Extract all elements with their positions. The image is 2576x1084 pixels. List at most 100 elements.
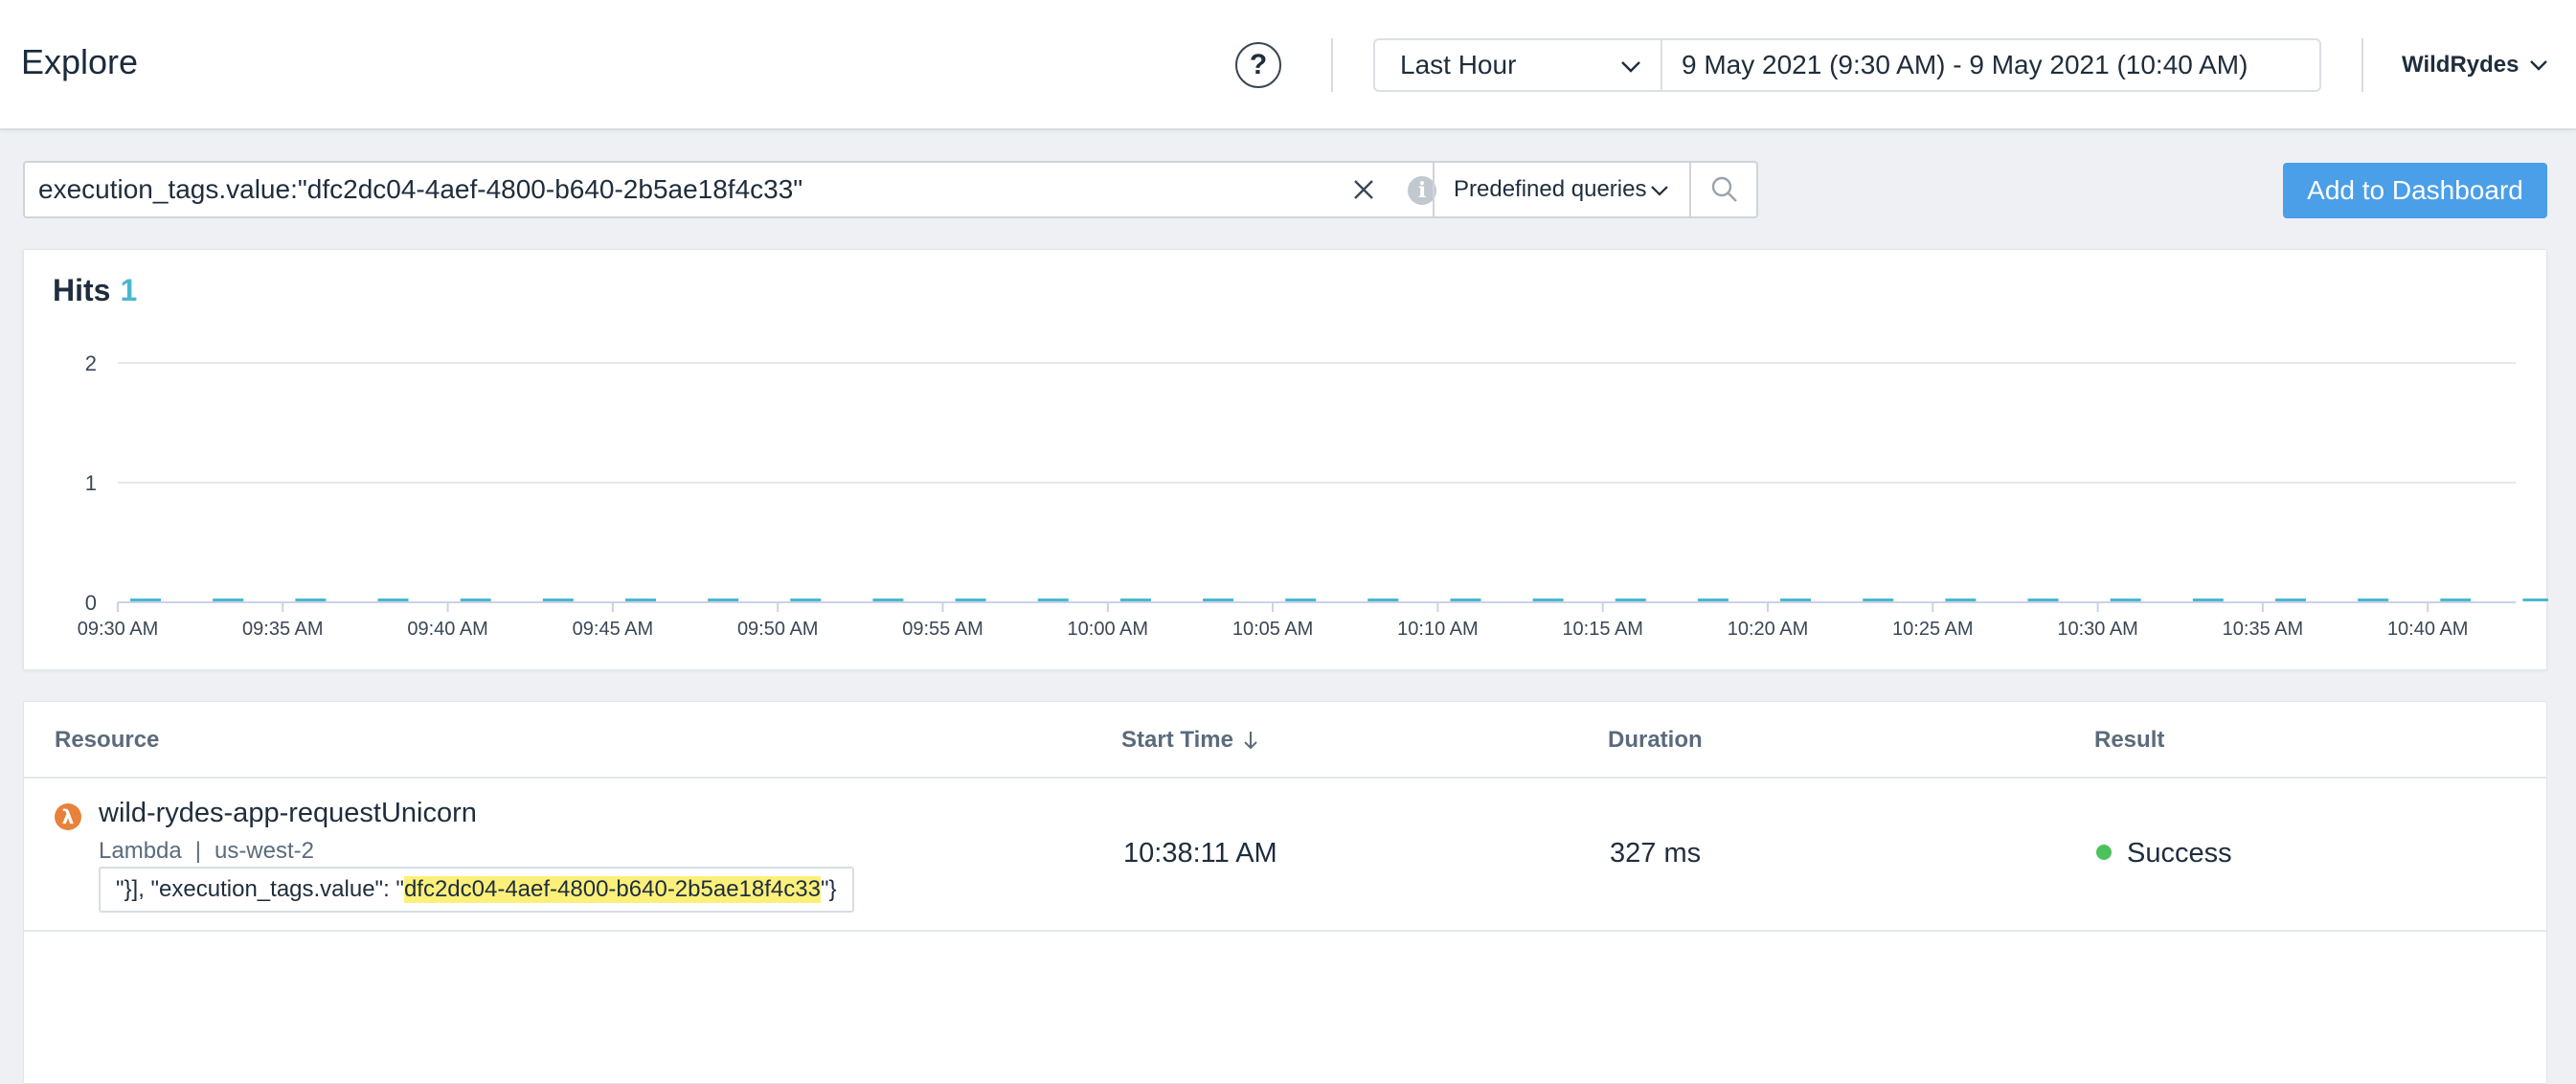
chart-bar	[295, 598, 327, 601]
x-tick-label: 10:00 AM	[1068, 619, 1149, 640]
header-divider	[1331, 38, 1333, 92]
chart-bar	[460, 598, 491, 601]
chart-bar	[2440, 598, 2472, 601]
chart-bar	[790, 598, 822, 601]
hits-label: Hits	[53, 273, 111, 307]
chart-bar	[1367, 598, 1399, 601]
resource-name[interactable]: wild-rydes-app-requestUnicorn	[99, 798, 477, 828]
help-button[interactable]: ?	[1235, 42, 1281, 88]
chart-bar	[1615, 598, 1646, 601]
user-menu[interactable]: WildRydes	[2402, 48, 2549, 82]
resource-type: Lambda	[99, 838, 182, 864]
x-tick-label: 10:20 AM	[1728, 619, 1809, 640]
search-icon	[1711, 176, 1737, 202]
page-title: Explore	[21, 42, 139, 81]
chart-bar	[1532, 598, 1564, 601]
x-tick-label: 09:45 AM	[573, 619, 654, 640]
chart-bar	[624, 598, 656, 601]
snippet-prefix: "}], "execution_tags.value": "	[116, 876, 404, 902]
date-range-picker[interactable]: 9 May 2021 (9:30 AM) - 9 May 2021 (10:40…	[1661, 38, 2321, 92]
x-tick-label: 10:30 AM	[2057, 619, 2138, 640]
match-snippet: "}], "execution_tags.value": " dfc2dc04-4…	[99, 867, 854, 913]
column-header-duration[interactable]: Duration	[1608, 727, 1703, 753]
search-button[interactable]	[1689, 163, 1758, 216]
header-divider	[2361, 38, 2363, 92]
chart-bar	[2522, 598, 2548, 601]
chart-bar	[1697, 598, 1729, 601]
table-row[interactable]: λ wild-rydes-app-requestUnicorn Lambda | u…	[24, 779, 2546, 932]
chart-bar	[2274, 598, 2306, 601]
x-tick-label: 09:50 AM	[737, 619, 819, 640]
chevron-down-icon	[1651, 186, 1668, 196]
chart-bar	[377, 598, 409, 601]
x-tick-label: 10:40 AM	[2387, 619, 2469, 640]
chart-bar	[872, 598, 904, 601]
chart-bar	[1285, 598, 1317, 601]
column-header-start-time[interactable]: Start Time	[1121, 727, 1260, 754]
result-cell: Success	[2096, 838, 2232, 869]
results-table: Resource Start Time Duration Result λ wi…	[23, 701, 2547, 1084]
chart-bar	[1119, 598, 1151, 601]
chart-bar	[2110, 598, 2141, 601]
x-tick-label: 10:10 AM	[1397, 619, 1479, 640]
y-tick-label: 2	[85, 351, 97, 375]
search-input[interactable]	[38, 167, 1322, 213]
success-status-dot	[2096, 845, 2112, 861]
chart-bar	[1945, 598, 1977, 601]
duration-cell: 327 ms	[1610, 838, 1702, 869]
user-name: WildRydes	[2402, 52, 2520, 78]
column-header-result[interactable]: Result	[2094, 727, 2165, 753]
close-icon[interactable]	[1350, 176, 1377, 203]
date-range-value: 9 May 2021 (9:30 AM) - 9 May 2021 (10:40…	[1682, 50, 2248, 79]
result-label: Success	[2127, 838, 2232, 869]
column-header-resource[interactable]: Resource	[55, 727, 160, 753]
time-range-select[interactable]: Last Hour	[1373, 38, 1661, 92]
x-tick-label: 10:05 AM	[1232, 619, 1314, 640]
x-tick-label: 10:25 AM	[1892, 619, 1974, 640]
meta-separator: |	[194, 838, 201, 864]
hits-title: Hits 1	[53, 273, 137, 308]
resource-region: us-west-2	[214, 838, 314, 864]
chart-bar	[2358, 598, 2389, 601]
chart-bar	[955, 598, 986, 601]
chart-bar	[213, 598, 244, 601]
chart-bar	[1203, 598, 1234, 601]
predefined-queries-dropdown[interactable]: Predefined queries	[1433, 163, 1689, 216]
x-tick-label: 09:35 AM	[242, 619, 324, 640]
x-tick-label: 09:30 AM	[78, 619, 159, 640]
y-tick-label: 1	[85, 471, 97, 495]
table-header: Resource Start Time Duration Result	[24, 702, 2546, 779]
x-tick-label: 09:55 AM	[902, 619, 983, 640]
chart-bar	[1863, 598, 1894, 601]
add-to-dashboard-button[interactable]: Add to Dashboard	[2283, 163, 2547, 218]
lambda-icon: λ	[55, 803, 81, 830]
resource-meta: Lambda | us-west-2	[99, 838, 314, 865]
x-tick-label: 10:15 AM	[1562, 619, 1643, 640]
y-tick-label: 0	[85, 591, 97, 615]
x-tick-label: 10:35 AM	[2223, 619, 2304, 640]
chevron-down-icon	[2530, 60, 2548, 71]
chart-bar	[2027, 598, 2059, 601]
hits-chart-card: Hits 1 0 1 2 09:30 AM 09:35 AM 09:40 AM 09:45 A…	[23, 249, 2548, 670]
chart-bar	[130, 598, 162, 601]
snippet-suffix: "}	[820, 876, 837, 902]
snippet-highlight: dfc2dc04-4aef-4800-b640-2b5ae18f4c33	[403, 876, 821, 903]
chart-bar	[1780, 598, 1812, 601]
hits-count: 1	[120, 273, 138, 307]
chart-bar	[542, 598, 574, 601]
question-icon: ?	[1249, 49, 1268, 80]
predefined-queries-label: Predefined queries	[1454, 176, 1647, 202]
chart-bar	[708, 598, 739, 601]
x-tick-label: 09:40 AM	[407, 619, 488, 640]
search-bar: i Predefined queries	[23, 161, 1758, 218]
chevron-down-icon	[1621, 61, 1640, 73]
chart-bar	[1037, 598, 1069, 601]
sort-arrow-down-icon	[1244, 732, 1257, 750]
start-time-cell: 10:38:11 AM	[1123, 838, 1277, 869]
time-range-value: Last Hour	[1400, 50, 1517, 79]
info-icon[interactable]: i	[1408, 176, 1436, 205]
hits-bar-chart: 0 1 2 09:30 AM 09:35 AM 09:40 AM 09:45 AM 09:50…	[78, 351, 2548, 640]
chart-bar	[1450, 598, 1481, 601]
chart-bar	[2192, 598, 2224, 601]
top-header: Explore ? Last Hour 9 May 2021 (9:30 AM)…	[0, 0, 2576, 130]
